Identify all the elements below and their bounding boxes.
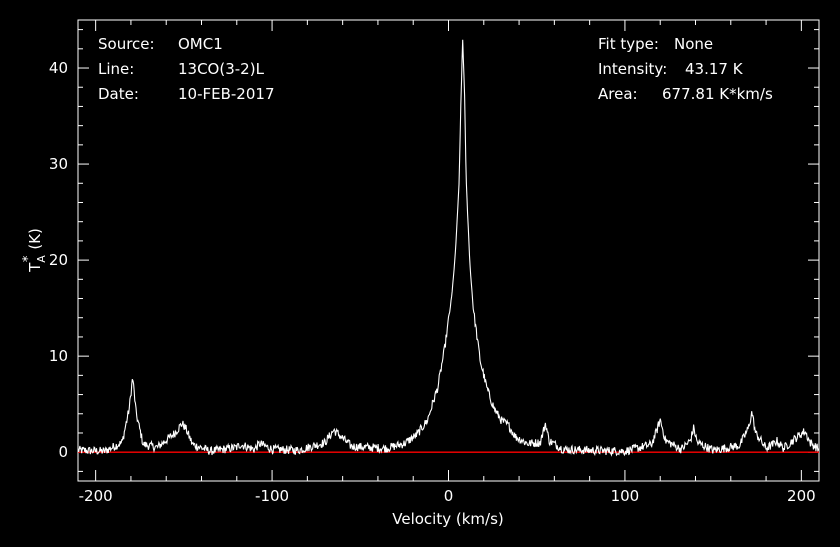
- y-axis-label-main: T: [26, 262, 44, 273]
- x-tick-label: 0: [444, 487, 454, 505]
- y-tick-label: 40: [49, 59, 68, 77]
- axis-tick-labels: -200 -100 0 100 200 0 10 20 30 40: [49, 59, 816, 505]
- y-axis-label-sup: *: [21, 255, 36, 262]
- date-label: Date:: [98, 85, 139, 103]
- x-tick-label: -100: [255, 487, 289, 505]
- intensity-value: 43.17 K: [685, 60, 743, 78]
- y-tick-label: 20: [49, 251, 68, 269]
- line-value: 13CO(3-2)L: [178, 60, 264, 78]
- y-axis-label-unit: (K): [26, 228, 44, 250]
- source-label: Source:: [98, 35, 155, 53]
- intensity-label: Intensity:: [598, 60, 668, 78]
- y-tick-label: 0: [58, 443, 68, 461]
- x-axis-label: Velocity (km/s): [392, 510, 503, 528]
- spectrum-series-line: [77, 39, 820, 457]
- area-label: Area:: [598, 85, 638, 103]
- area-value: 677.81 K*km/s: [662, 85, 773, 103]
- source-value: OMC1: [178, 35, 223, 53]
- fit-type-value: None: [674, 35, 714, 53]
- x-tick-label: -200: [79, 487, 113, 505]
- y-axis-label: TA* (K): [21, 228, 48, 273]
- svg-text:TA*(K): TA* (K): [21, 228, 48, 273]
- date-value: 10-FEB-2017: [178, 85, 275, 103]
- fit-type-label: Fit type:: [598, 35, 659, 53]
- y-tick-label: 30: [49, 155, 68, 173]
- x-tick-label: 200: [787, 487, 816, 505]
- y-tick-label: 10: [49, 347, 68, 365]
- x-tick-label: 100: [611, 487, 640, 505]
- y-axis-label-sub: A: [35, 255, 48, 263]
- line-label: Line:: [98, 60, 135, 78]
